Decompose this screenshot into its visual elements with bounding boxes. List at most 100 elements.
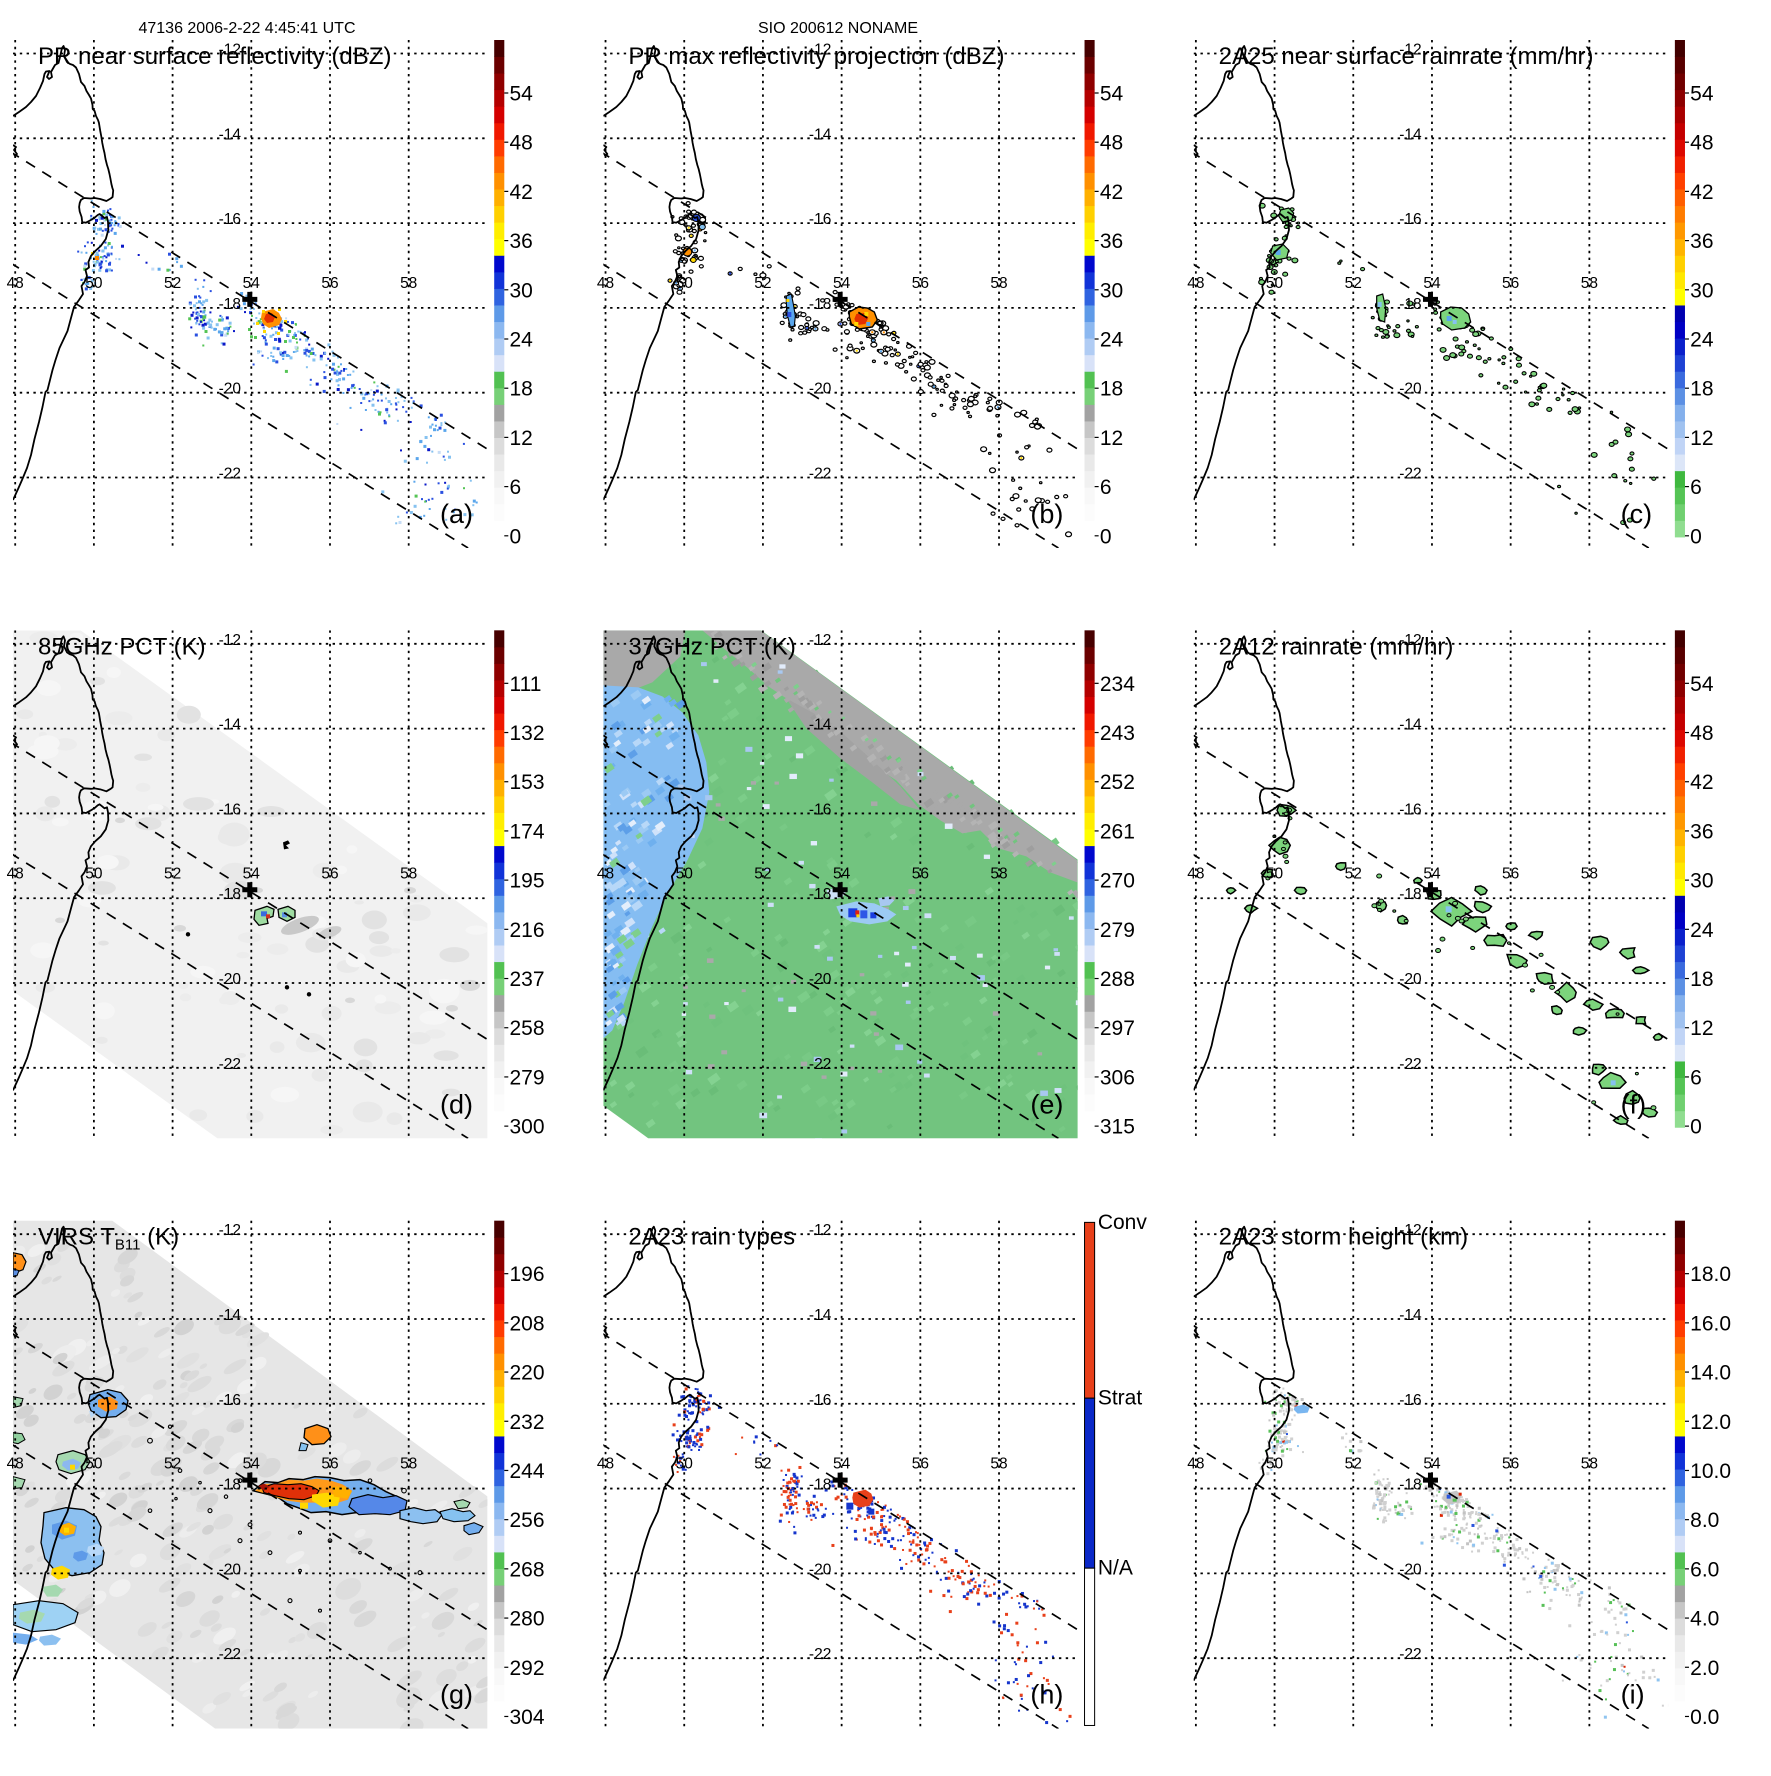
- svg-text:261: 261: [1100, 820, 1135, 843]
- svg-text:(f): (f): [1621, 1089, 1646, 1119]
- svg-text:54: 54: [1423, 1456, 1441, 1473]
- svg-text:10.0: 10.0: [1690, 1460, 1731, 1483]
- svg-text:0: 0: [1690, 525, 1702, 548]
- svg-text:-12: -12: [219, 632, 241, 649]
- svg-text:Conv: Conv: [1098, 1211, 1148, 1234]
- svg-text:-12: -12: [219, 42, 241, 59]
- svg-text:50: 50: [676, 275, 694, 292]
- svg-text:-20: -20: [809, 971, 832, 988]
- svg-text:6: 6: [1100, 476, 1112, 499]
- svg-text:52: 52: [1345, 1456, 1362, 1473]
- svg-text:-12: -12: [1399, 42, 1421, 59]
- svg-text:-12: -12: [219, 1222, 241, 1239]
- svg-text:47136 2006-2-22 4:45:41 UTC: 47136 2006-2-22 4:45:41 UTC: [138, 20, 355, 37]
- svg-text:-22: -22: [1399, 1646, 1421, 1663]
- svg-text:243: 243: [1100, 722, 1135, 745]
- svg-text:14.0: 14.0: [1690, 1362, 1731, 1385]
- svg-text:-16: -16: [219, 1392, 241, 1409]
- svg-text:-20: -20: [1399, 971, 1422, 988]
- svg-text:54: 54: [1423, 275, 1441, 292]
- svg-text:42: 42: [510, 181, 533, 204]
- svg-text:18: 18: [1100, 378, 1123, 401]
- svg-text:(h): (h): [1030, 1680, 1063, 1710]
- svg-text:8.0: 8.0: [1690, 1509, 1719, 1532]
- svg-text:-22: -22: [219, 1056, 241, 1073]
- svg-text:42: 42: [1100, 181, 1123, 204]
- svg-text:-14: -14: [809, 1307, 832, 1324]
- svg-text:288: 288: [1100, 968, 1135, 991]
- svg-text:-20: -20: [1399, 1561, 1422, 1578]
- svg-text:30: 30: [1100, 279, 1123, 302]
- svg-text:(d): (d): [440, 1089, 473, 1119]
- svg-text:-18: -18: [809, 296, 831, 313]
- svg-text:-16: -16: [1399, 801, 1421, 818]
- svg-text:-18: -18: [1399, 886, 1421, 903]
- svg-text:Strat: Strat: [1098, 1387, 1143, 1410]
- svg-text:-12: -12: [1399, 1222, 1421, 1239]
- svg-text:-12: -12: [809, 632, 831, 649]
- svg-text:6: 6: [1690, 476, 1702, 499]
- svg-text:N/A: N/A: [1098, 1557, 1133, 1580]
- svg-text:-18: -18: [809, 886, 831, 903]
- svg-text:58: 58: [400, 865, 417, 882]
- svg-text:-14: -14: [809, 126, 832, 143]
- svg-text:52: 52: [754, 865, 771, 882]
- svg-text:(c): (c): [1621, 499, 1652, 529]
- svg-text:54: 54: [1100, 83, 1124, 106]
- svg-text:58: 58: [1581, 1456, 1598, 1473]
- svg-text:-18: -18: [219, 886, 241, 903]
- svg-text:58: 58: [1581, 275, 1598, 292]
- svg-text:24: 24: [1100, 329, 1124, 352]
- svg-text:18: 18: [1690, 378, 1713, 401]
- svg-text:54: 54: [510, 83, 534, 106]
- svg-text:268: 268: [510, 1558, 545, 1581]
- svg-text:2.0: 2.0: [1690, 1657, 1719, 1680]
- svg-text:24: 24: [1690, 329, 1714, 352]
- svg-text:52: 52: [164, 865, 181, 882]
- svg-text:58: 58: [400, 1456, 417, 1473]
- svg-text:-16: -16: [219, 801, 241, 818]
- svg-text:-20: -20: [219, 1561, 242, 1578]
- svg-text:58: 58: [990, 865, 1007, 882]
- svg-text:258: 258: [510, 1017, 545, 1040]
- svg-text:54: 54: [833, 1456, 851, 1473]
- svg-text:54: 54: [833, 275, 851, 292]
- svg-text:50: 50: [1266, 275, 1284, 292]
- svg-text:292: 292: [510, 1657, 545, 1680]
- svg-text:-14: -14: [1399, 1307, 1422, 1324]
- svg-text:315: 315: [1100, 1116, 1135, 1139]
- svg-text:12: 12: [510, 427, 533, 450]
- svg-text:24: 24: [510, 329, 534, 352]
- svg-text:-16: -16: [809, 801, 831, 818]
- svg-text:0.0: 0.0: [1690, 1706, 1719, 1729]
- svg-text:48: 48: [1187, 1456, 1204, 1473]
- svg-text:58: 58: [400, 275, 417, 292]
- svg-text:252: 252: [1100, 771, 1135, 794]
- svg-text:24: 24: [1690, 919, 1714, 942]
- svg-text:234: 234: [1100, 673, 1135, 696]
- svg-text:56: 56: [912, 865, 929, 882]
- svg-text:42: 42: [1690, 181, 1713, 204]
- svg-text:54: 54: [833, 865, 851, 882]
- svg-text:30: 30: [1690, 870, 1713, 893]
- svg-text:-22: -22: [219, 466, 241, 483]
- svg-text:-20: -20: [219, 381, 242, 398]
- svg-text:111: 111: [510, 673, 542, 696]
- svg-text:279: 279: [510, 1066, 545, 1089]
- svg-text:-18: -18: [1399, 1477, 1421, 1494]
- svg-text:52: 52: [1345, 865, 1362, 882]
- svg-text:85GHz PCT (K): 85GHz PCT (K): [38, 633, 206, 660]
- svg-text:48: 48: [510, 132, 533, 155]
- svg-text:-16: -16: [219, 211, 241, 228]
- svg-text:(a): (a): [440, 499, 473, 529]
- svg-text:58: 58: [1581, 865, 1598, 882]
- svg-text:50: 50: [85, 1456, 103, 1473]
- svg-text:VIRS TB11 (K): VIRS TB11 (K): [38, 1224, 179, 1254]
- svg-text:36: 36: [1690, 820, 1713, 843]
- svg-text:4.0: 4.0: [1690, 1608, 1719, 1631]
- svg-text:36: 36: [510, 230, 533, 253]
- svg-text:(i): (i): [1621, 1680, 1645, 1710]
- svg-text:36: 36: [1100, 230, 1123, 253]
- svg-text:-14: -14: [809, 717, 832, 734]
- svg-text:0: 0: [510, 525, 522, 548]
